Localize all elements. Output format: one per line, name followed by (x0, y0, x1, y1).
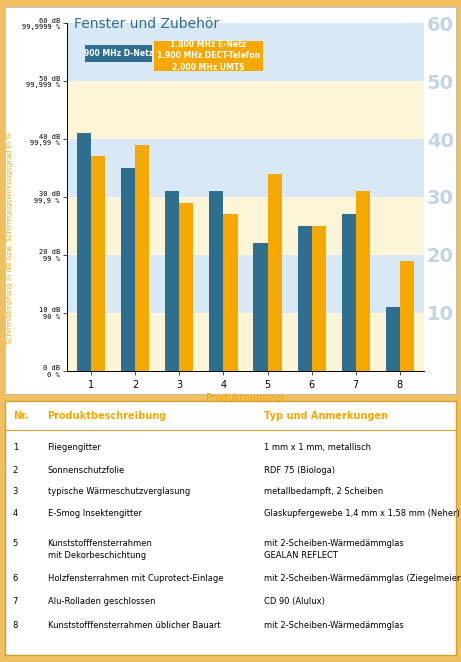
Text: mit 2-Scheiben-Wärmedämmglas
GEALAN REFLECT: mit 2-Scheiben-Wärmedämmglas GEALAN REFL… (265, 540, 404, 560)
Text: Glaskupfergewebe 1,4 mm x 1,58 mm (Neher): Glaskupfergewebe 1,4 mm x 1,58 mm (Neher… (265, 509, 460, 518)
Text: Fenster und Zubehör: Fenster und Zubehör (74, 17, 219, 30)
Text: Schirmdämpfung in dB bzw. Schirmungswirkungsgrad in %: Schirmdämpfung in dB bzw. Schirmungswirk… (7, 132, 13, 344)
Text: Typ und Anmerkungen: Typ und Anmerkungen (265, 411, 389, 421)
Text: RDF 75 (Biologa): RDF 75 (Biologa) (265, 465, 336, 475)
Text: 7: 7 (13, 596, 18, 606)
Bar (91, 156, 105, 371)
Bar (67, 197, 424, 255)
Text: mit 2-Scheiben-Wärmedämmglas: mit 2-Scheiben-Wärmedämmglas (265, 621, 404, 630)
Bar (179, 203, 194, 371)
Bar (342, 214, 356, 371)
Bar (77, 133, 91, 371)
Bar (135, 145, 149, 371)
Text: 1.800 MHz E-Netz
1.900 MHz DECT-Telefon
2.000 MHz UMTS: 1.800 MHz E-Netz 1.900 MHz DECT-Telefon … (157, 40, 260, 72)
Text: 2: 2 (13, 465, 18, 475)
Text: Fliegengitter: Fliegengitter (47, 443, 101, 451)
Bar (386, 307, 400, 371)
Text: Alu-Rolladen geschlossen: Alu-Rolladen geschlossen (47, 596, 155, 606)
Bar (121, 168, 135, 371)
Text: 900 MHz D-Netz: 900 MHz D-Netz (84, 49, 154, 58)
Bar (67, 23, 424, 81)
Bar (165, 191, 179, 371)
Text: metallbedampft, 2 Scheiben: metallbedampft, 2 Scheiben (265, 487, 384, 496)
Text: Produktbeschreibung: Produktbeschreibung (47, 411, 167, 421)
Bar (67, 312, 424, 371)
Bar (67, 81, 424, 139)
X-axis label: Produktnummer: Produktnummer (206, 393, 285, 402)
Text: Kunststofffensterrahmen
mit Dekorbeschichtung: Kunststofffensterrahmen mit Dekorbeschic… (47, 540, 153, 560)
Text: 4: 4 (13, 509, 18, 518)
Text: 3: 3 (13, 487, 18, 496)
Text: 8: 8 (13, 621, 18, 630)
Bar (209, 191, 224, 371)
Bar (312, 226, 326, 371)
Bar (67, 139, 424, 197)
Text: 6: 6 (13, 574, 18, 583)
Text: mit 2-Scheiben-Wärmedämmglas (Ziegelmeier): mit 2-Scheiben-Wärmedämmglas (Ziegelmeie… (265, 574, 461, 583)
Text: typische Wärmeschutzverglasung: typische Wärmeschutzverglasung (47, 487, 190, 496)
Bar (67, 255, 424, 312)
Text: Holzfensterrahmen mit Cuprotect-Einlage: Holzfensterrahmen mit Cuprotect-Einlage (47, 574, 223, 583)
Text: 5: 5 (13, 540, 18, 548)
Text: CD 90 (Alulux): CD 90 (Alulux) (265, 596, 325, 606)
Bar (297, 226, 312, 371)
Text: E-Smog Insektengitter: E-Smog Insektengitter (47, 509, 142, 518)
Text: 1 mm x 1 mm, metallisch: 1 mm x 1 mm, metallisch (265, 443, 372, 451)
Text: Sonnenschutzfolie: Sonnenschutzfolie (47, 465, 125, 475)
Bar (254, 243, 267, 371)
Bar (400, 261, 414, 371)
Text: Kunststofffensterrahmen üblicher Bauart: Kunststofffensterrahmen üblicher Bauart (47, 621, 220, 630)
Bar (356, 191, 370, 371)
Bar (224, 214, 237, 371)
Text: Nr.: Nr. (13, 411, 28, 421)
Bar (267, 173, 282, 371)
Text: 1: 1 (13, 443, 18, 451)
